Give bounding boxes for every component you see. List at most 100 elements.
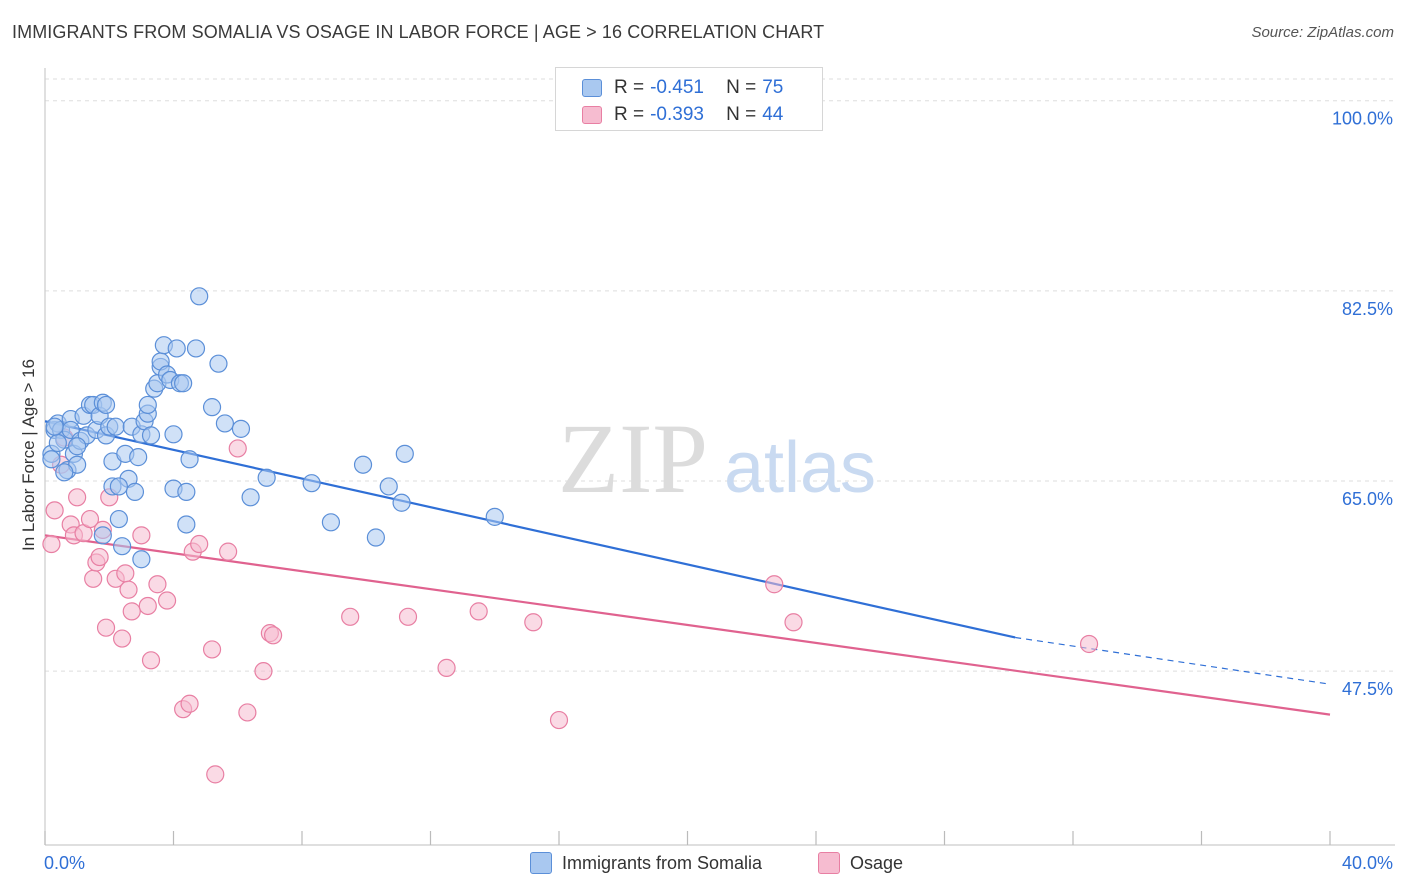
osage-r-value: -0.393 (650, 104, 704, 125)
osage-point (1079, 634, 1099, 654)
legend-item-osage[interactable]: Osage (818, 852, 903, 874)
tick-label-layer: 47.5% 65.0% 82.5% 100.0% 0.0% 40.0% (44, 109, 1393, 873)
osage-swatch (582, 106, 602, 124)
somalia-point (379, 477, 398, 496)
somalia-point (190, 287, 209, 306)
somalia-point (395, 444, 414, 463)
somalia-point (132, 550, 151, 569)
somalia-r-value: -0.451 (650, 77, 704, 98)
axis-layer (44, 68, 1395, 846)
somalia-point (167, 339, 186, 358)
osage-n-label: N = (726, 104, 757, 125)
osage-point (180, 694, 199, 713)
osage-point (80, 509, 100, 529)
osage-r-label: R = (614, 104, 645, 125)
somalia-point (321, 513, 341, 532)
somalia-point (215, 414, 234, 433)
somalia-point (45, 417, 64, 436)
somalia-n-label: N = (726, 77, 757, 98)
somalia-point (42, 450, 61, 469)
somalia-point (106, 417, 125, 436)
stats-legend-osage: R = -0.393 N = 44 (582, 103, 783, 127)
somalia-point (109, 509, 128, 529)
watermark: ZIP atlas (558, 403, 876, 514)
somalia-point (68, 437, 87, 456)
somalia-point (180, 450, 199, 469)
somalia-n-value: 75 (762, 77, 784, 98)
osage-n-value: 44 (762, 104, 784, 125)
watermark-atlas: atlas (724, 428, 876, 508)
osage-trendline (44, 534, 1331, 716)
somalia-point (177, 482, 196, 501)
somalia-point (177, 515, 196, 534)
osage-point (84, 569, 103, 588)
osage-point (784, 613, 803, 632)
somalia-point (174, 374, 193, 393)
watermark-zip: ZIP (558, 403, 708, 514)
somalia-point (257, 468, 276, 487)
osage-point (112, 629, 132, 648)
somalia-point (202, 398, 222, 417)
somalia-point (302, 474, 321, 493)
osage-point (238, 703, 257, 722)
osage-point (206, 765, 225, 784)
y-tick-label: 100.0% (1332, 109, 1393, 129)
osage-point (202, 640, 222, 659)
somalia-point (96, 395, 116, 415)
osage-point (148, 575, 167, 594)
x-tick-label: 40.0% (1342, 853, 1393, 873)
osage-point (219, 542, 238, 561)
osage-point (341, 607, 360, 626)
x-tick-label: 0.0% (44, 853, 85, 873)
source-label: Source: ZipAtlas.com (1251, 24, 1394, 41)
osage-point (524, 613, 543, 632)
somalia-point (231, 419, 251, 438)
somalia-point (141, 426, 161, 445)
somalia-point (209, 354, 228, 373)
y-tick-label: 47.5% (1342, 679, 1393, 699)
osage-point (116, 564, 135, 583)
somalia-r-label: R = (614, 77, 645, 98)
trendline-layer (44, 420, 1331, 716)
legend-osage-label: Osage (850, 852, 904, 873)
osage-point (157, 591, 177, 610)
somalia-point (353, 455, 373, 474)
grid-layer (45, 78, 1395, 672)
osage-point (469, 602, 488, 621)
somalia-point (93, 526, 112, 545)
somalia-point (109, 477, 128, 496)
osage-point (765, 575, 784, 594)
osage-point (549, 710, 569, 730)
chart-title: IMMIGRANTS FROM SOMALIA VS OSAGE IN LABO… (12, 22, 825, 42)
stats-legend: R = -0.451 N = 75 R = -0.393 N = 44 (555, 67, 823, 131)
somalia-swatch (582, 79, 602, 97)
osage-point (45, 501, 64, 520)
legend-osage-swatch (818, 852, 840, 874)
osage-point (138, 596, 157, 616)
osage-point (90, 547, 109, 567)
osage-point (96, 618, 116, 637)
osage-point (263, 626, 283, 645)
osage-point (119, 580, 138, 599)
somalia-trendline-extension (1015, 636, 1331, 685)
osage-point (68, 488, 87, 507)
somalia-point (138, 395, 157, 415)
legend-somalia-swatch (530, 852, 552, 874)
somalia-point (55, 463, 74, 482)
series-legend: Immigrants from Somalia Osage (0, 852, 1406, 878)
somalia-point (186, 339, 206, 358)
somalia-point (48, 433, 67, 453)
somalia-point (366, 528, 385, 547)
somalia-point (129, 448, 148, 467)
legend-somalia-label: Immigrants from Somalia (562, 852, 763, 873)
osage-point (228, 439, 247, 458)
osage-point (437, 658, 456, 677)
osage-point (132, 526, 151, 545)
somalia-point (241, 488, 260, 507)
somalia-point (164, 425, 183, 444)
legend-item-somalia[interactable]: Immigrants from Somalia (530, 852, 762, 874)
somalia-trendline (44, 420, 1016, 639)
point-layer (42, 287, 1099, 784)
somalia-point (485, 507, 504, 526)
